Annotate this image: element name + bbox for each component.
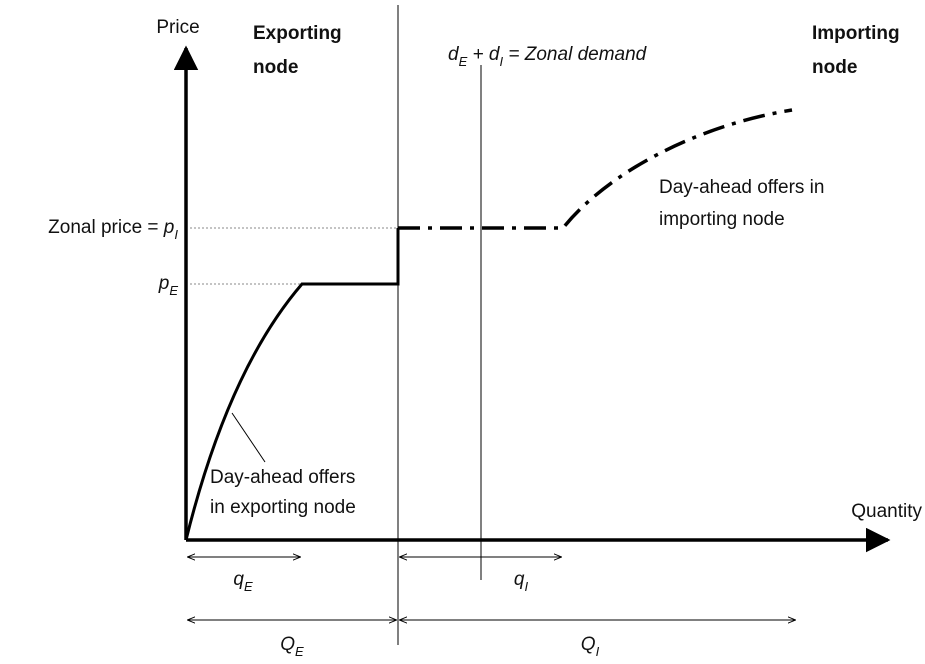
importing-offer-curve: [398, 108, 793, 230]
price-label-part: E: [169, 283, 178, 298]
quantity-label: QE: [280, 634, 304, 659]
region-label: Exporting: [253, 23, 342, 44]
region-label: node: [812, 57, 857, 78]
curve-label: in exporting node: [210, 497, 356, 518]
demand-label: dE + dI = Zonal demand: [448, 44, 648, 69]
region-label: Importing: [812, 23, 900, 44]
price-label: pE: [158, 273, 179, 298]
quantity-label: QI: [581, 634, 600, 659]
quantity-label-part: I: [524, 579, 528, 594]
quantity-label: qI: [514, 569, 529, 594]
quantity-label-part: q: [233, 569, 244, 590]
price-label-part: p: [158, 273, 170, 294]
x-axis-label: Quantity: [851, 501, 922, 522]
quantity-label-part: I: [596, 644, 600, 659]
region-label: node: [253, 57, 298, 78]
demand-label-part: d: [448, 44, 460, 65]
quantity-label-part: Q: [280, 634, 295, 655]
quantity-label-part: Q: [581, 634, 596, 655]
demand-label-part: + d: [467, 44, 501, 65]
price-label-part: I: [174, 227, 178, 242]
exporting-offer-curve: [184, 228, 400, 541]
price-label-part: p: [163, 217, 175, 238]
price-label-part: Zonal price =: [48, 217, 164, 238]
demand-label-part: = Zonal demand: [503, 44, 648, 65]
quantity-label: qE: [233, 569, 253, 594]
leader-line: [231, 412, 266, 463]
curve-label: importing node: [659, 209, 785, 230]
y-axis-label: Price: [156, 17, 199, 38]
curve-label: Day-ahead offers: [210, 467, 355, 488]
axes: [173, 45, 891, 553]
demand-label-part: I: [499, 54, 503, 69]
quantity-label-part: E: [244, 579, 253, 594]
price-label: Zonal price = pI: [48, 217, 178, 242]
quantity-label-part: q: [514, 569, 525, 590]
curve-label: Day-ahead offers in: [659, 177, 824, 198]
demand-label-part: E: [459, 54, 468, 69]
quantity-label-part: E: [295, 644, 304, 659]
